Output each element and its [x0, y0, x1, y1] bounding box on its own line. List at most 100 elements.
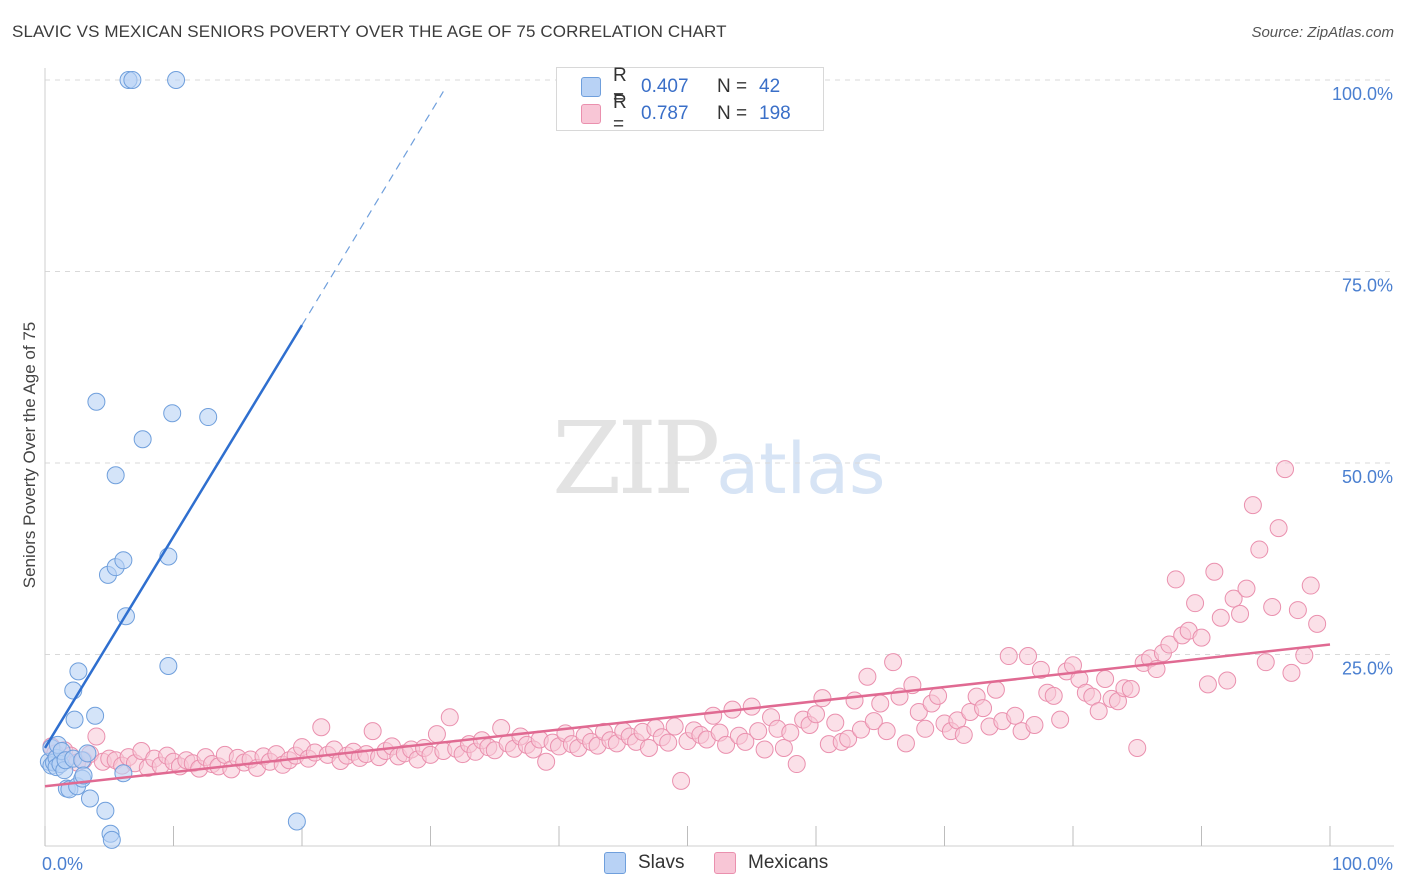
slavs-swatch: [581, 77, 601, 97]
mexicans-point: [537, 752, 556, 771]
y-tick-label: 50.0%: [1342, 467, 1393, 487]
mexicans-point: [1250, 540, 1269, 559]
slavs-legend-label: Slavs: [638, 852, 685, 873]
x-tick-label: 100.0%: [1332, 854, 1393, 874]
legend-r-value: 0.787: [641, 103, 689, 124]
watermark-zip: ZIP: [552, 400, 720, 517]
mexicans-point: [1031, 660, 1050, 679]
mexicans-point: [974, 699, 993, 718]
slavs-point: [287, 812, 306, 831]
mexicans-point: [929, 686, 948, 705]
slavs-point: [159, 656, 178, 675]
mexicans-point: [659, 733, 678, 752]
gridlines: [45, 79, 1394, 655]
slavs-point: [123, 71, 142, 89]
mexicans-point: [672, 771, 691, 790]
mexicans-point: [839, 729, 858, 748]
slavs-point: [96, 801, 115, 820]
mexicans-point: [1231, 604, 1250, 623]
mexicans-point: [1282, 663, 1301, 682]
mexicans-point: [1263, 598, 1282, 617]
slavs-point: [87, 392, 106, 411]
mexicans-point: [1211, 608, 1230, 627]
mexicans-point: [954, 725, 973, 744]
slavs-point: [69, 662, 88, 681]
mexicans-point: [845, 691, 864, 710]
legend-row-mexicans: R = 0.787 N = 198: [581, 92, 791, 135]
mexicans-point: [877, 722, 896, 741]
mexicans-point: [864, 712, 883, 731]
trend-lines: [43, 91, 1331, 788]
legend-n-value: 198: [759, 103, 791, 124]
mexicans-point: [1192, 628, 1211, 647]
mexicans-point: [916, 719, 935, 738]
slavs-trend-line: [43, 324, 304, 749]
mexicans-point: [755, 740, 774, 759]
mexicans-point: [1237, 579, 1256, 598]
mexicans-point: [858, 667, 877, 686]
mexicans-point: [1019, 647, 1038, 666]
legend-n-label: N =: [717, 76, 748, 97]
mexicans-swatch: [581, 104, 601, 124]
mexicans-point: [1205, 562, 1224, 581]
y-tick-label: 25.0%: [1342, 659, 1393, 679]
mexicans-points: [42, 460, 1327, 790]
slavs-point: [106, 466, 125, 485]
legend-r-label: R =: [613, 65, 627, 108]
mexicans-point: [440, 708, 459, 727]
mexicans-point: [909, 702, 928, 721]
mexicans-point: [1166, 570, 1185, 589]
mexicans-point: [1276, 460, 1295, 479]
watermark-atlas: atlas: [716, 428, 886, 510]
slavs-trend-extension: [301, 91, 444, 326]
mexicans-legend-label: Mexicans: [748, 852, 829, 873]
mexicans-point: [639, 738, 658, 757]
mexicans-point: [1198, 675, 1217, 694]
mexicans-point: [1269, 519, 1288, 538]
slavs-point: [199, 408, 218, 427]
mexicans-point: [492, 719, 511, 738]
mexicans-point: [1006, 706, 1025, 725]
mexicans-point: [1160, 635, 1179, 654]
slavs-point: [78, 744, 97, 763]
mexicans-point: [704, 706, 723, 725]
mexicans-point: [1256, 653, 1275, 672]
mexicans-point: [781, 723, 800, 742]
mexicans-point: [999, 647, 1018, 666]
slavs-point: [86, 706, 105, 725]
slavs-point: [133, 430, 152, 449]
legend-row-slavs: R = 0.407 N = 42: [581, 65, 781, 108]
mexicans-point: [826, 713, 845, 732]
mexicans-point: [813, 689, 832, 708]
mexicans-point: [1301, 576, 1320, 595]
mexicans-point: [1096, 670, 1115, 689]
legend-r-label: R =: [613, 92, 627, 135]
mexicans-point: [851, 720, 870, 739]
x-tick-label: 0.0%: [42, 854, 83, 874]
source-label: Source: ZipAtlas.com: [1251, 24, 1394, 41]
legend-n-value: 42: [759, 76, 781, 97]
legend-item-slavs[interactable]: Slavs: [604, 852, 684, 874]
mexicans-point: [312, 718, 331, 737]
legend-item-mexicans[interactable]: Mexicans: [714, 852, 828, 874]
mexicans-point: [1089, 702, 1108, 721]
chart-title: SLAVIC VS MEXICAN SENIORS POVERTY OVER T…: [12, 22, 727, 41]
axes: [44, 68, 1394, 847]
mexicans-point: [807, 705, 825, 724]
mexicans-point: [1186, 594, 1205, 613]
y-tick-label: 100.0%: [1332, 84, 1393, 104]
mexicans-point: [1121, 679, 1140, 698]
mexicans-point: [884, 653, 903, 672]
watermark: ZIPatlas: [552, 400, 885, 517]
slavs-point: [163, 404, 182, 423]
mexicans-point: [896, 734, 915, 753]
mexicans-point: [1224, 589, 1243, 608]
mexicans-point: [736, 732, 755, 751]
slavs-point: [114, 551, 133, 570]
mexicans-point: [363, 722, 382, 741]
mexicans-point: [1051, 710, 1070, 729]
y-tick-label: 75.0%: [1342, 276, 1393, 296]
mexicans-point: [1308, 614, 1327, 633]
mexicans-point: [774, 738, 793, 757]
